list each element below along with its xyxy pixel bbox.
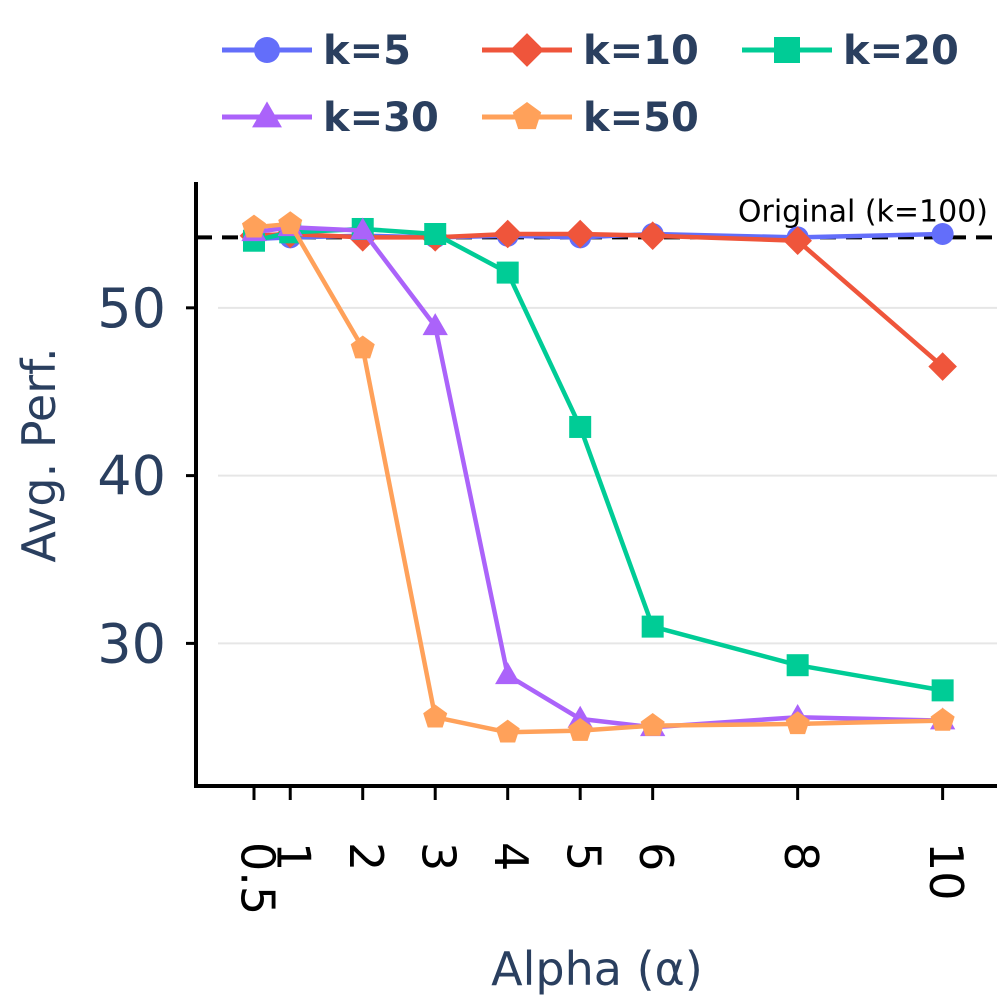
data-point-k30-4 — [495, 662, 521, 685]
legend-label-k10: k=10 — [583, 28, 699, 74]
series-line-k20 — [253, 226, 944, 693]
series-k50 — [241, 211, 955, 743]
data-point-k50-10 — [930, 707, 955, 731]
legend-item-k20: k=20 — [742, 28, 959, 74]
reference-line-label: Original (k=100) — [738, 194, 988, 229]
legend-marker-k5 — [254, 37, 280, 63]
legend-label-k5: k=5 — [323, 28, 411, 74]
data-point-k30-3 — [422, 313, 448, 336]
data-point-k50-0.5 — [241, 214, 267, 238]
y-axis-title: Avg. Perf. — [12, 347, 66, 562]
y-tick-label-50: 50 — [97, 277, 166, 340]
series-k10 — [239, 219, 957, 381]
x-tick-label-8: 8 — [774, 842, 828, 871]
data-point-k10-6 — [638, 221, 667, 250]
data-point-k20-3 — [424, 223, 447, 246]
legend-item-k30: k=30 — [222, 95, 439, 141]
x-tick-label-2: 2 — [339, 842, 393, 871]
data-point-k20-5 — [569, 415, 592, 438]
series-group — [239, 211, 957, 743]
x-tick-label-4: 4 — [484, 842, 538, 871]
y-tick-label-30: 30 — [97, 612, 166, 675]
data-point-k5-10 — [931, 223, 954, 246]
legend-item-k50: k=50 — [482, 95, 699, 141]
legend-item-k10: k=10 — [482, 28, 699, 74]
x-tick-label-5: 5 — [557, 842, 611, 871]
legend-marker-k30 — [252, 101, 282, 128]
data-point-k10-5 — [565, 219, 595, 249]
series-k20 — [242, 217, 954, 702]
data-point-k50-1 — [278, 211, 303, 235]
data-point-k30-2 — [350, 217, 376, 240]
x-tick-label-6: 6 — [629, 842, 683, 871]
data-point-k20-10 — [931, 679, 954, 702]
legend-item-k5: k=5 — [222, 28, 411, 74]
legend-label-k20: k=20 — [843, 28, 959, 74]
data-point-k50-6 — [640, 712, 665, 736]
data-point-k20-6 — [641, 615, 664, 638]
x-axis-ticks: 0.51 2 3 4 5 6 8 10 — [230, 786, 973, 915]
legend-marker-k50 — [512, 102, 542, 130]
y-tick-label-40: 40 — [97, 445, 166, 508]
legend: k=5 k=10 k=20 k=30 k=50 — [222, 28, 959, 141]
data-point-k10-8 — [783, 226, 812, 256]
legend-label-k30: k=30 — [323, 95, 439, 141]
legend-marker-k20 — [774, 37, 800, 63]
legend-label-k50: k=50 — [583, 95, 699, 141]
axes — [194, 182, 997, 788]
data-point-k50-2 — [350, 335, 375, 359]
x-tick-label-1: 1 — [267, 842, 321, 871]
x-tick-label-10: 10 — [919, 842, 973, 901]
legend-marker-k10 — [510, 33, 544, 67]
data-point-k10-4 — [493, 219, 523, 249]
x-tick-label-0.5: 0.5 — [230, 842, 284, 915]
data-point-k50-5 — [568, 717, 593, 741]
x-tick-label-3: 3 — [412, 842, 466, 871]
grid-lines — [218, 306, 997, 645]
x-axis-title: Alpha (α) — [491, 942, 703, 996]
data-point-k20-4 — [496, 261, 519, 284]
y-axis-ticks: 30 40 50 — [97, 277, 196, 675]
data-point-k50-3 — [423, 704, 448, 728]
data-point-k50-8 — [785, 711, 810, 735]
data-point-k50-4 — [495, 719, 520, 743]
data-point-k20-8 — [786, 654, 809, 677]
data-point-k30-5 — [567, 705, 593, 728]
data-point-k10-10 — [928, 352, 957, 381]
